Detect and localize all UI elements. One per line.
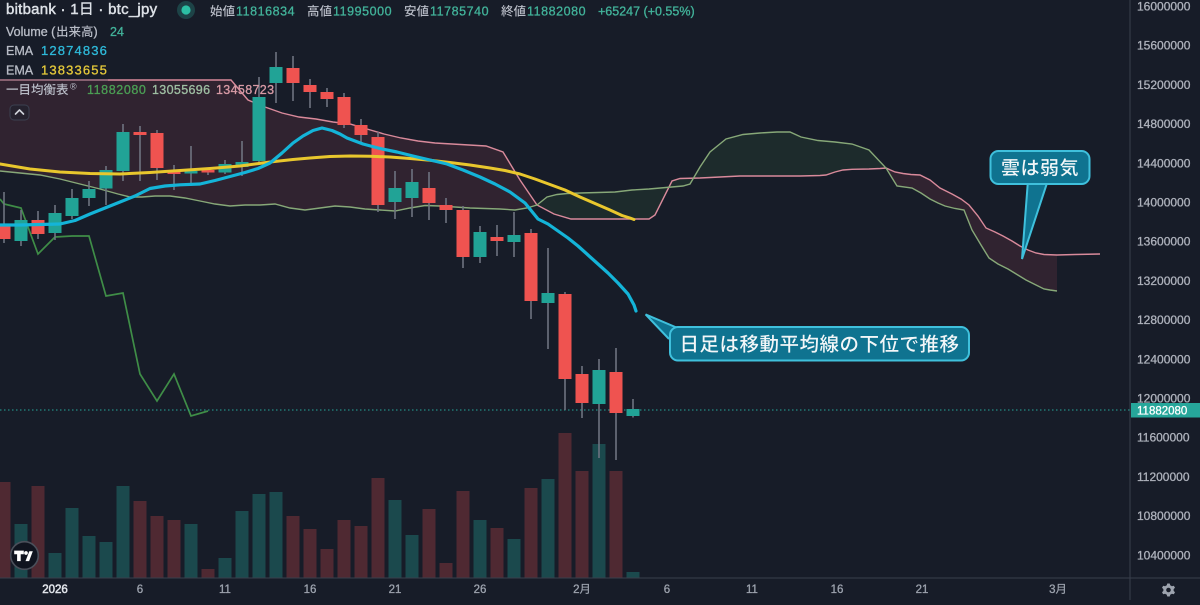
svg-text:12400000: 12400000	[1137, 352, 1191, 366]
svg-text:13833655: 13833655	[41, 63, 108, 78]
svg-text:16: 16	[304, 584, 317, 596]
svg-text:Volume (: Volume (	[6, 25, 56, 39]
svg-text:15600000: 15600000	[1137, 39, 1191, 53]
svg-text:6: 6	[664, 584, 670, 596]
svg-text:13600000: 13600000	[1137, 235, 1191, 249]
svg-text:16000000: 16000000	[1137, 0, 1191, 14]
svg-text:10800000: 10800000	[1137, 509, 1191, 523]
svg-text:16: 16	[831, 584, 844, 596]
svg-text:10400000: 10400000	[1137, 548, 1191, 562]
svg-text:14000000: 14000000	[1137, 196, 1191, 210]
svg-text:13055696: 13055696	[152, 83, 210, 97]
svg-text:21: 21	[916, 584, 929, 596]
svg-text:EMA: EMA	[6, 64, 34, 78]
svg-text:14800000: 14800000	[1137, 117, 1191, 131]
svg-text:11785740: 11785740	[430, 5, 489, 19]
svg-text:21: 21	[389, 584, 402, 596]
svg-text:+65247 (+0.55%): +65247 (+0.55%)	[598, 5, 695, 19]
svg-text:bitbank · 1: bitbank · 1	[6, 1, 79, 18]
svg-text:2026: 2026	[42, 584, 68, 596]
svg-text:12000000: 12000000	[1137, 392, 1191, 406]
svg-text:EMA: EMA	[6, 44, 34, 58]
svg-text:2: 2	[573, 584, 579, 596]
svg-text:11: 11	[219, 584, 231, 596]
svg-text:6: 6	[137, 584, 143, 596]
svg-text:15200000: 15200000	[1137, 78, 1191, 92]
svg-text:11: 11	[746, 584, 758, 596]
svg-text:12874836: 12874836	[41, 43, 108, 58]
svg-text:3: 3	[1049, 584, 1055, 596]
svg-text:13200000: 13200000	[1137, 274, 1191, 288]
svg-text:11200000: 11200000	[1137, 470, 1190, 484]
svg-text:14400000: 14400000	[1137, 156, 1191, 170]
svg-text:11882080: 11882080	[87, 83, 147, 97]
svg-text:11600000: 11600000	[1137, 431, 1190, 445]
svg-text:11882080: 11882080	[1137, 406, 1187, 418]
svg-text:): )	[94, 25, 98, 39]
svg-text:11816834: 11816834	[236, 5, 295, 19]
svg-text:®: ®	[70, 82, 77, 92]
svg-text:26: 26	[474, 584, 487, 596]
svg-text:12800000: 12800000	[1137, 313, 1191, 327]
svg-text:· btc_jpy: · btc_jpy	[94, 1, 158, 18]
svg-text:13458723: 13458723	[216, 83, 274, 97]
svg-text:24: 24	[110, 25, 124, 39]
svg-text:11882080: 11882080	[527, 5, 586, 19]
svg-text:11995000: 11995000	[333, 5, 392, 19]
